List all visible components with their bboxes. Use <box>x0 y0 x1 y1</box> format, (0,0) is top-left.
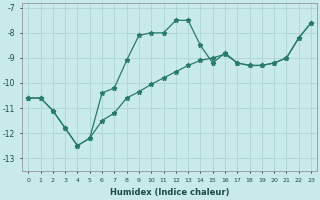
X-axis label: Humidex (Indice chaleur): Humidex (Indice chaleur) <box>110 188 229 197</box>
